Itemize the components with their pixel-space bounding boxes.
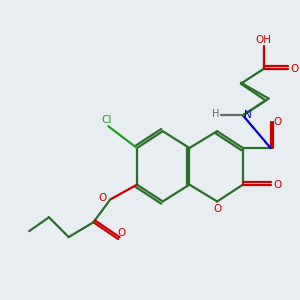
Text: O: O	[118, 228, 126, 238]
Text: H: H	[212, 109, 220, 119]
Text: O: O	[99, 193, 107, 203]
Text: O: O	[273, 117, 281, 127]
Text: Cl: Cl	[102, 115, 112, 125]
Text: OH: OH	[256, 34, 272, 44]
Text: O: O	[273, 180, 281, 190]
Text: O: O	[290, 64, 298, 74]
Text: N: N	[244, 110, 252, 120]
Text: O: O	[213, 204, 221, 214]
